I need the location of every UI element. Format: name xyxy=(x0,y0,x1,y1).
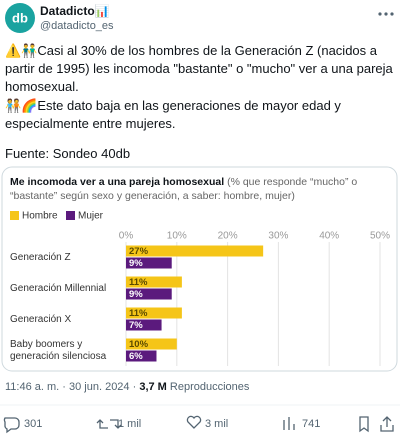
timestamp: 11:46 a. m. · 30 jun. 2024 · xyxy=(5,381,140,393)
bookmark-icon[interactable] xyxy=(359,416,369,433)
tweet-text: 🧑‍🤝‍🧑🌈Este dato baja en las generaciones… xyxy=(5,98,341,131)
legend-swatch xyxy=(10,211,19,220)
bar xyxy=(126,257,172,269)
views-count[interactable]: 741 xyxy=(302,418,321,430)
views: 3,7 M xyxy=(139,381,167,393)
bar-label: 6% xyxy=(129,351,143,362)
y-tick-label: Generación Millennial xyxy=(10,282,107,294)
repost-icon[interactable] xyxy=(96,419,122,429)
bar xyxy=(126,338,177,350)
bar-label: 7% xyxy=(129,320,143,331)
views-label: Reproducciones xyxy=(169,381,250,393)
bar xyxy=(126,350,157,362)
views-icon[interactable] xyxy=(283,417,295,430)
y-tick-label: Generación Z xyxy=(10,251,71,263)
author-name[interactable]: Datadicto📊 xyxy=(40,4,110,18)
bar-label: 11% xyxy=(129,277,148,288)
bar xyxy=(126,276,182,288)
bar xyxy=(126,288,172,300)
bar xyxy=(126,245,264,257)
x-tick-label: 0% xyxy=(119,231,134,242)
tweet-source: Fuente: Sondeo 40db xyxy=(5,146,131,161)
legend-label: Hombre xyxy=(22,211,58,222)
like-icon[interactable] xyxy=(186,415,202,429)
repost-count[interactable]: 1 mil xyxy=(118,418,142,430)
more-menu[interactable] xyxy=(378,12,394,16)
bar-label: 9% xyxy=(129,258,143,269)
meta: 11:46 a. m. · 30 jun. 2024 · 3,7 M Repro… xyxy=(5,381,249,393)
y-tick-label: Baby boomers y generación silenciosa xyxy=(10,338,107,362)
chart-heading: Me incomoda ver a una pareja homosexual … xyxy=(10,175,388,203)
legend-swatch xyxy=(66,211,75,220)
avatar-logo: db xyxy=(12,10,28,25)
avatar[interactable] xyxy=(5,3,35,33)
reply-count[interactable]: 301 xyxy=(24,418,43,430)
x-tick-label: 50% xyxy=(370,231,390,242)
x-tick-label: 20% xyxy=(218,231,238,242)
bar-label: 10% xyxy=(129,339,149,350)
bar xyxy=(126,307,182,319)
bar-label: 9% xyxy=(129,289,143,300)
share-icon[interactable] xyxy=(380,416,394,432)
bar xyxy=(126,319,162,331)
author-handle[interactable]: @datadicto_es xyxy=(40,20,114,32)
x-tick-label: 30% xyxy=(268,231,288,242)
x-tick-label: 10% xyxy=(167,231,187,242)
bar-label: 11% xyxy=(129,308,148,319)
y-tick-label: Generación X xyxy=(10,313,72,325)
chart-title: Me incomoda ver a una pareja homosexual xyxy=(10,176,225,188)
legend-label: Mujer xyxy=(78,211,104,222)
action-icons xyxy=(3,415,394,434)
like-count[interactable]: 3 mil xyxy=(205,418,229,430)
reply-icon[interactable] xyxy=(3,417,20,434)
chart-card xyxy=(1,166,398,372)
bar-label: 27% xyxy=(129,246,149,257)
chart-subtitle: (% que responde “mucho” o “bastante” seg… xyxy=(10,176,358,202)
tweet-text: ⚠️👬Casi al 30% de los hombres de la Gene… xyxy=(5,43,393,94)
x-tick-label: 40% xyxy=(319,231,339,242)
